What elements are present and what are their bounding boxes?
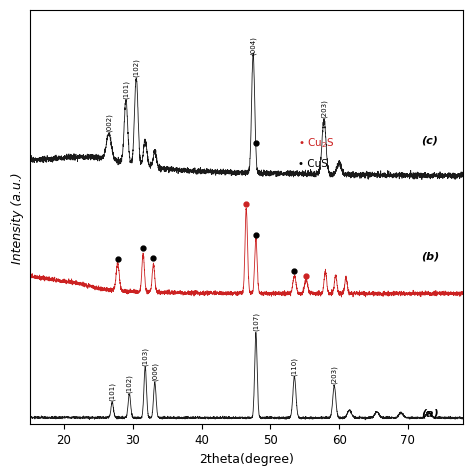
Text: (110): (110) <box>291 357 298 376</box>
Text: (203): (203) <box>321 99 327 118</box>
Text: (101): (101) <box>109 381 116 400</box>
Text: • Cu$_2$S: • Cu$_2$S <box>298 136 335 150</box>
Text: (102): (102) <box>133 58 139 77</box>
Text: (b): (b) <box>422 251 440 261</box>
Y-axis label: Intensity (a.u.): Intensity (a.u.) <box>11 172 24 263</box>
Text: (006): (006) <box>152 361 158 380</box>
Text: (c): (c) <box>422 135 438 145</box>
Text: (203): (203) <box>331 365 337 384</box>
Text: • CuS: • CuS <box>298 159 328 169</box>
Text: (107): (107) <box>253 312 259 331</box>
Text: (004): (004) <box>250 36 256 55</box>
Text: (002): (002) <box>106 113 112 132</box>
X-axis label: 2theta(degree): 2theta(degree) <box>199 452 294 465</box>
Text: (a): (a) <box>422 408 439 418</box>
Text: (103): (103) <box>142 346 148 365</box>
Text: (102): (102) <box>126 373 133 392</box>
Text: (101): (101) <box>123 80 129 99</box>
